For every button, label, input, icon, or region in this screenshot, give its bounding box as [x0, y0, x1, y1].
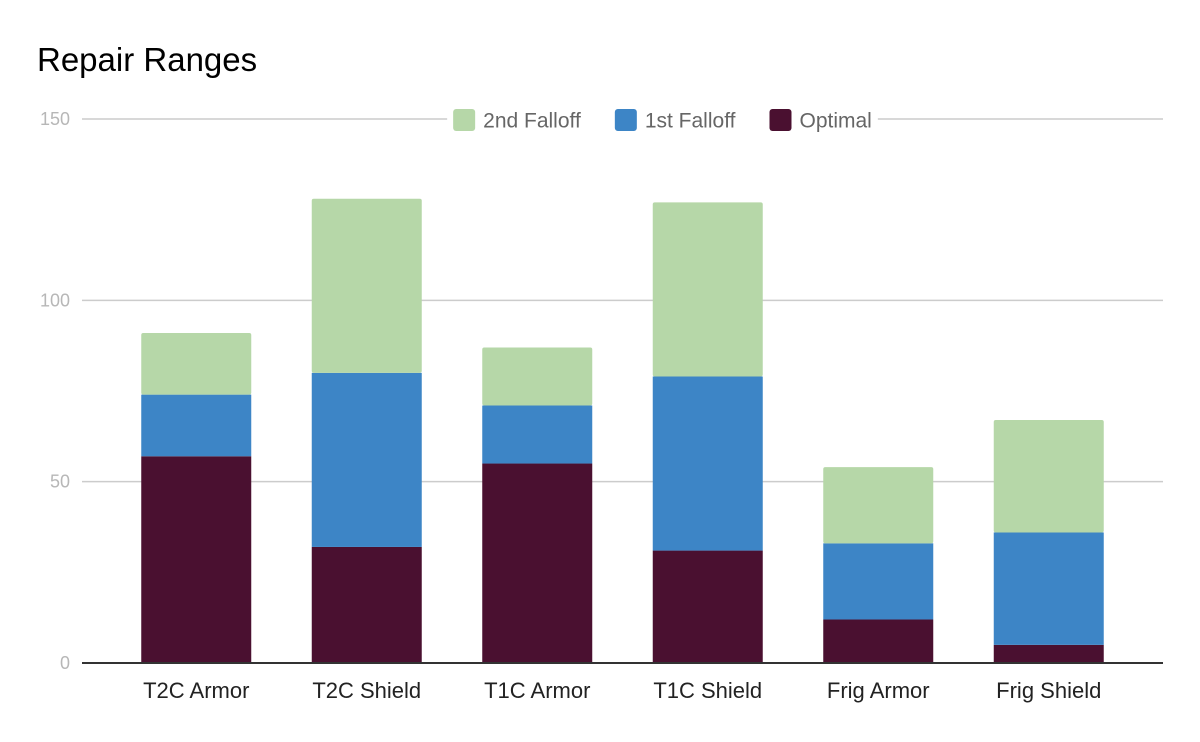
category-labels: T2C Armor T2C Shield T1C Armor T1C Shield Fr… — [143, 678, 1101, 703]
bar-optimal-2 — [482, 463, 593, 663]
bar-2nd-falloff-5 — [993, 420, 1104, 533]
bar-stack-0 — [141, 332, 252, 663]
bar-1st-falloff-1 — [311, 372, 422, 547]
y-tick-label-100: 100 — [40, 290, 70, 310]
bar-1st-falloff-4 — [823, 543, 934, 620]
y-tick-label-0: 0 — [60, 653, 70, 673]
bar-2nd-falloff-1 — [311, 198, 422, 373]
legend-swatch-2nd-falloff — [453, 109, 476, 131]
bar-2nd-falloff-4 — [823, 467, 934, 544]
category-label-5: Frig Shield — [996, 678, 1101, 703]
bars — [141, 198, 1104, 663]
bar-1st-falloff-3 — [652, 376, 763, 551]
legend: 2nd Falloff 1st Falloff Optimal — [447, 106, 878, 134]
bar-stack-2 — [482, 347, 593, 663]
bar-1st-falloff-2 — [482, 405, 593, 464]
category-label-1: T2C Shield — [312, 678, 421, 703]
chart-title: Repair Ranges — [37, 41, 257, 78]
bar-optimal-1 — [311, 546, 422, 663]
legend-label-2nd-falloff: 2nd Falloff — [483, 110, 581, 133]
bar-1st-falloff-5 — [993, 532, 1104, 645]
bar-2nd-falloff-0 — [141, 332, 252, 395]
category-label-3: T1C Shield — [653, 678, 762, 703]
y-axis-ticks: 0 50 100 150 — [40, 109, 70, 673]
legend-background — [447, 106, 878, 134]
y-tick-label-50: 50 — [50, 472, 70, 492]
bar-optimal-0 — [141, 456, 252, 663]
category-label-0: T2C Armor — [143, 678, 249, 703]
bar-optimal-3 — [652, 550, 763, 663]
category-label-2: T1C Armor — [484, 678, 590, 703]
legend-swatch-1st-falloff — [614, 109, 637, 131]
bar-1st-falloff-0 — [141, 394, 252, 457]
bar-stack-5 — [993, 420, 1104, 663]
bar-2nd-falloff-2 — [482, 347, 593, 406]
legend-label-optimal: Optimal — [799, 110, 871, 133]
bar-stack-1 — [311, 198, 422, 663]
category-label-4: Frig Armor — [827, 678, 930, 703]
bar-optimal-5 — [993, 644, 1104, 663]
bar-2nd-falloff-3 — [652, 202, 763, 377]
y-tick-label-150: 150 — [40, 109, 70, 129]
legend-swatch-optimal — [769, 109, 792, 131]
legend-label-1st-falloff: 1st Falloff — [645, 110, 736, 133]
bar-optimal-4 — [823, 619, 934, 663]
bar-stack-4 — [823, 467, 934, 663]
bar-stack-3 — [652, 202, 763, 663]
